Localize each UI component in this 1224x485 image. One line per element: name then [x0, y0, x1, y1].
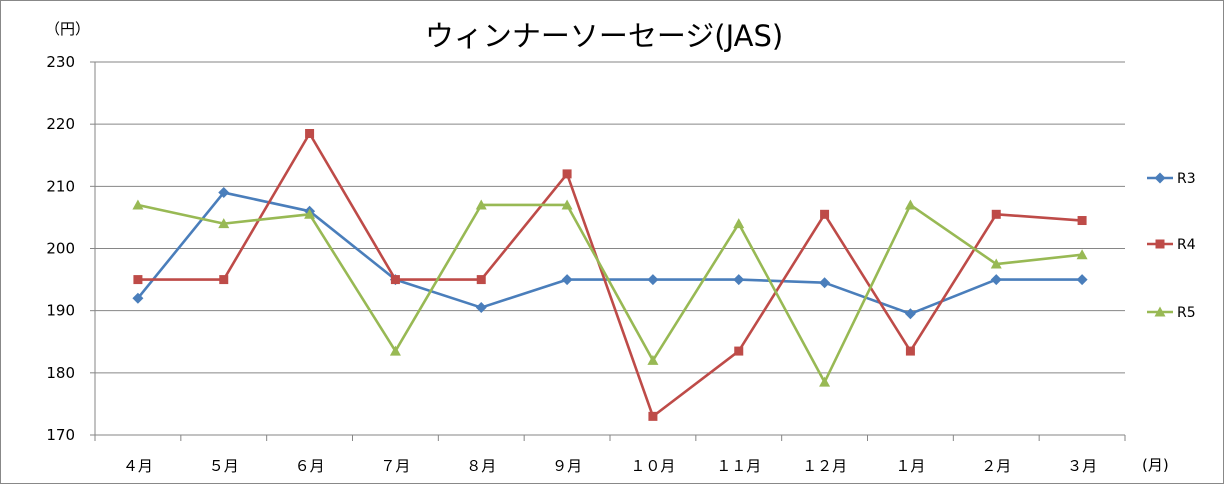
grid-layer: [95, 61, 1125, 436]
data-point-diamond: [561, 274, 573, 286]
data-point-square: [1155, 239, 1165, 249]
x-tick-label: ６月: [295, 457, 325, 475]
x-tick-label: ９月: [552, 457, 582, 475]
legend-item-r5: R5: [1147, 305, 1196, 321]
data-point-triangle: [218, 218, 230, 229]
data-point-triangle: [990, 258, 1002, 269]
legend-item-r4: R4: [1147, 237, 1196, 253]
x-axis-unit-label: (月): [1142, 456, 1169, 474]
chart-title: ウィンナーソーセージ(JAS): [425, 19, 783, 53]
data-point-triangle: [733, 218, 745, 229]
legend-label: R4: [1177, 237, 1196, 253]
data-point-square: [476, 275, 486, 285]
data-point-diamond: [647, 274, 659, 286]
data-point-triangle: [904, 199, 916, 210]
data-point-triangle: [561, 199, 573, 210]
data-point-square: [305, 128, 315, 138]
series-line-r5: [137, 203, 1083, 384]
data-point-diamond: [218, 187, 230, 199]
legend: R3 R4 R5: [1147, 171, 1196, 321]
y-tick-label: 190: [46, 302, 75, 320]
data-point-square: [219, 275, 229, 285]
series-line-r4: [137, 132, 1083, 418]
data-point-triangle: [1076, 249, 1088, 260]
x-tick-label: ８月: [466, 457, 496, 475]
data-point-diamond: [990, 274, 1002, 286]
data-point-square: [820, 209, 830, 219]
data-point-triangle: [819, 376, 831, 387]
legend-label: R3: [1177, 171, 1196, 187]
y-tick-label: 210: [46, 177, 75, 195]
y-tick-label: 170: [46, 426, 75, 444]
legend-item-r3: R3: [1147, 171, 1196, 187]
x-tick-label: １１月: [716, 457, 761, 475]
series-r5: [132, 199, 1088, 387]
y-tick-label: 230: [46, 53, 75, 71]
series-r3: [132, 187, 1088, 320]
legend-label: R5: [1177, 305, 1196, 321]
data-point-triangle: [389, 345, 401, 356]
x-tick-label: ２月: [981, 457, 1011, 475]
x-tick-label: ７月: [380, 457, 410, 475]
data-point-square: [1077, 216, 1087, 226]
y-tick-label: 220: [46, 115, 75, 133]
data-point-triangle: [132, 199, 144, 210]
x-tick-label: １月: [895, 457, 925, 475]
data-point-triangle: [1154, 306, 1166, 317]
y-tick-label: 180: [46, 364, 75, 382]
data-point-diamond: [733, 274, 745, 286]
data-point-diamond: [132, 292, 144, 304]
data-point-square: [905, 346, 915, 356]
data-point-square: [991, 209, 1001, 219]
series-r4: [133, 128, 1087, 421]
data-point-diamond: [904, 308, 916, 320]
data-point-diamond: [819, 277, 831, 289]
data-point-square: [133, 275, 143, 285]
data-point-square: [562, 169, 572, 179]
axis-layer: 170 180 190 200 210 220 230 ４月 ５月 ６月 ７月 ８月 ９月 １０月 １１月 １…: [46, 53, 1126, 475]
data-point-triangle: [647, 354, 659, 365]
x-tick-label: ４月: [123, 457, 153, 475]
data-point-triangle: [304, 208, 316, 219]
data-point-square: [648, 411, 658, 421]
data-point-triangle: [475, 199, 487, 210]
x-tick-label: ３月: [1067, 457, 1097, 475]
x-tick-label: ５月: [209, 457, 239, 475]
series-layer: [132, 128, 1088, 421]
data-point-square: [734, 346, 744, 356]
x-tick-label: １０月: [630, 457, 675, 475]
data-point-diamond: [1076, 274, 1088, 286]
y-axis-unit-label: （円）: [45, 20, 90, 38]
data-point-diamond: [475, 302, 487, 314]
data-point-square: [390, 275, 400, 285]
data-point-diamond: [1154, 172, 1166, 184]
y-tick-label: 200: [46, 240, 75, 258]
x-tick-label: １２月: [802, 457, 847, 475]
series-line-r3: [136, 191, 1083, 316]
